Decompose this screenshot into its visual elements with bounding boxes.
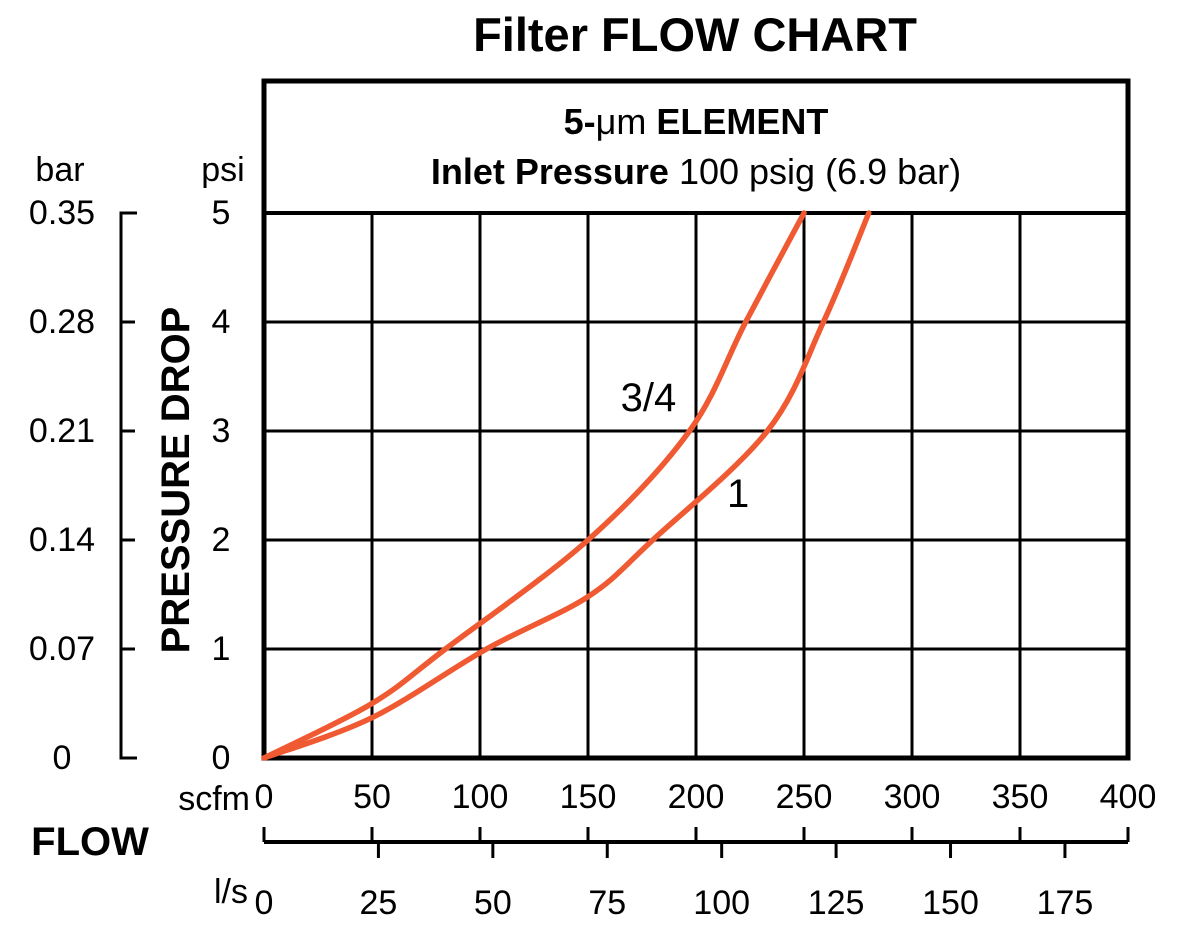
lps-tick-label: 75 <box>588 884 627 922</box>
lps-tick-label: 0 <box>254 884 274 922</box>
element-size-text: 5- <box>563 101 596 142</box>
bar-tick-label: 0.07 <box>28 630 96 668</box>
lps-tick-label: 25 <box>359 884 398 922</box>
element-line: 5-μm ELEMENT <box>564 97 829 147</box>
scfm-unit-label: scfm <box>178 780 250 818</box>
psi-tick-label: 5 <box>211 194 231 232</box>
scfm-tick-label: 300 <box>883 778 941 816</box>
scfm-tick-label: 200 <box>667 778 725 816</box>
psi-unit-label: psi <box>201 151 245 189</box>
bar-tick-label: 0.14 <box>28 521 96 559</box>
scfm-tick-label: 400 <box>1099 778 1157 816</box>
psi-tick-label: 4 <box>211 303 231 341</box>
element-mu-text: μm <box>595 101 647 142</box>
bar-unit-label: bar <box>35 151 85 189</box>
lps-unit-label: l/s <box>214 873 248 911</box>
bar-scale-bracket <box>119 211 137 760</box>
lps-tick-label: 175 <box>1036 884 1094 922</box>
lps-tick-label: 100 <box>693 884 751 922</box>
chart-subtitle-block: 5-μm ELEMENT Inlet Pressure 100 psig (6.… <box>264 81 1128 213</box>
scfm-tick-label: 150 <box>559 778 617 816</box>
bar-tick-label: 0 <box>52 739 72 777</box>
curve-label-3-4: 3/4 <box>620 376 677 421</box>
lps-tick-label: 150 <box>922 884 979 922</box>
pressure-drop-axis-title: PRESSURE DROP <box>154 306 198 654</box>
scfm-tick-label: 100 <box>451 778 509 816</box>
element-label-text: ELEMENT <box>646 101 829 142</box>
scfm-tick-label: 350 <box>991 778 1049 816</box>
lps-tick-label: 50 <box>473 884 512 922</box>
inlet-pressure-label: Inlet Pressure <box>430 151 669 192</box>
psi-tick-label: 2 <box>211 521 231 559</box>
scfm-tick-label: 0 <box>254 778 274 816</box>
inlet-pressure-line: Inlet Pressure 100 psig (6.9 bar) <box>431 147 961 197</box>
scfm-tick-label: 50 <box>353 778 391 816</box>
psi-tick-label: 3 <box>211 412 231 450</box>
bar-tick-label: 0.35 <box>28 194 96 232</box>
bar-tick-label: 0.21 <box>28 412 96 450</box>
scfm-tick-label: 250 <box>775 778 833 816</box>
bar-tick-label: 0.28 <box>28 303 96 341</box>
inlet-pressure-value: 100 psig (6.9 bar) <box>668 151 962 192</box>
plot-border <box>261 78 1131 761</box>
flow-curve-1 <box>261 210 872 761</box>
lps-tick-label: 125 <box>807 884 865 922</box>
chart-title: Filter FLOW CHART <box>473 8 917 61</box>
psi-tick-label: 1 <box>211 630 231 668</box>
psi-tick-label: 0 <box>211 739 231 777</box>
flow-axis-title: FLOW <box>31 820 149 864</box>
curve-label-1: 1 <box>726 472 750 517</box>
flow-curve-3-4 <box>261 210 807 761</box>
